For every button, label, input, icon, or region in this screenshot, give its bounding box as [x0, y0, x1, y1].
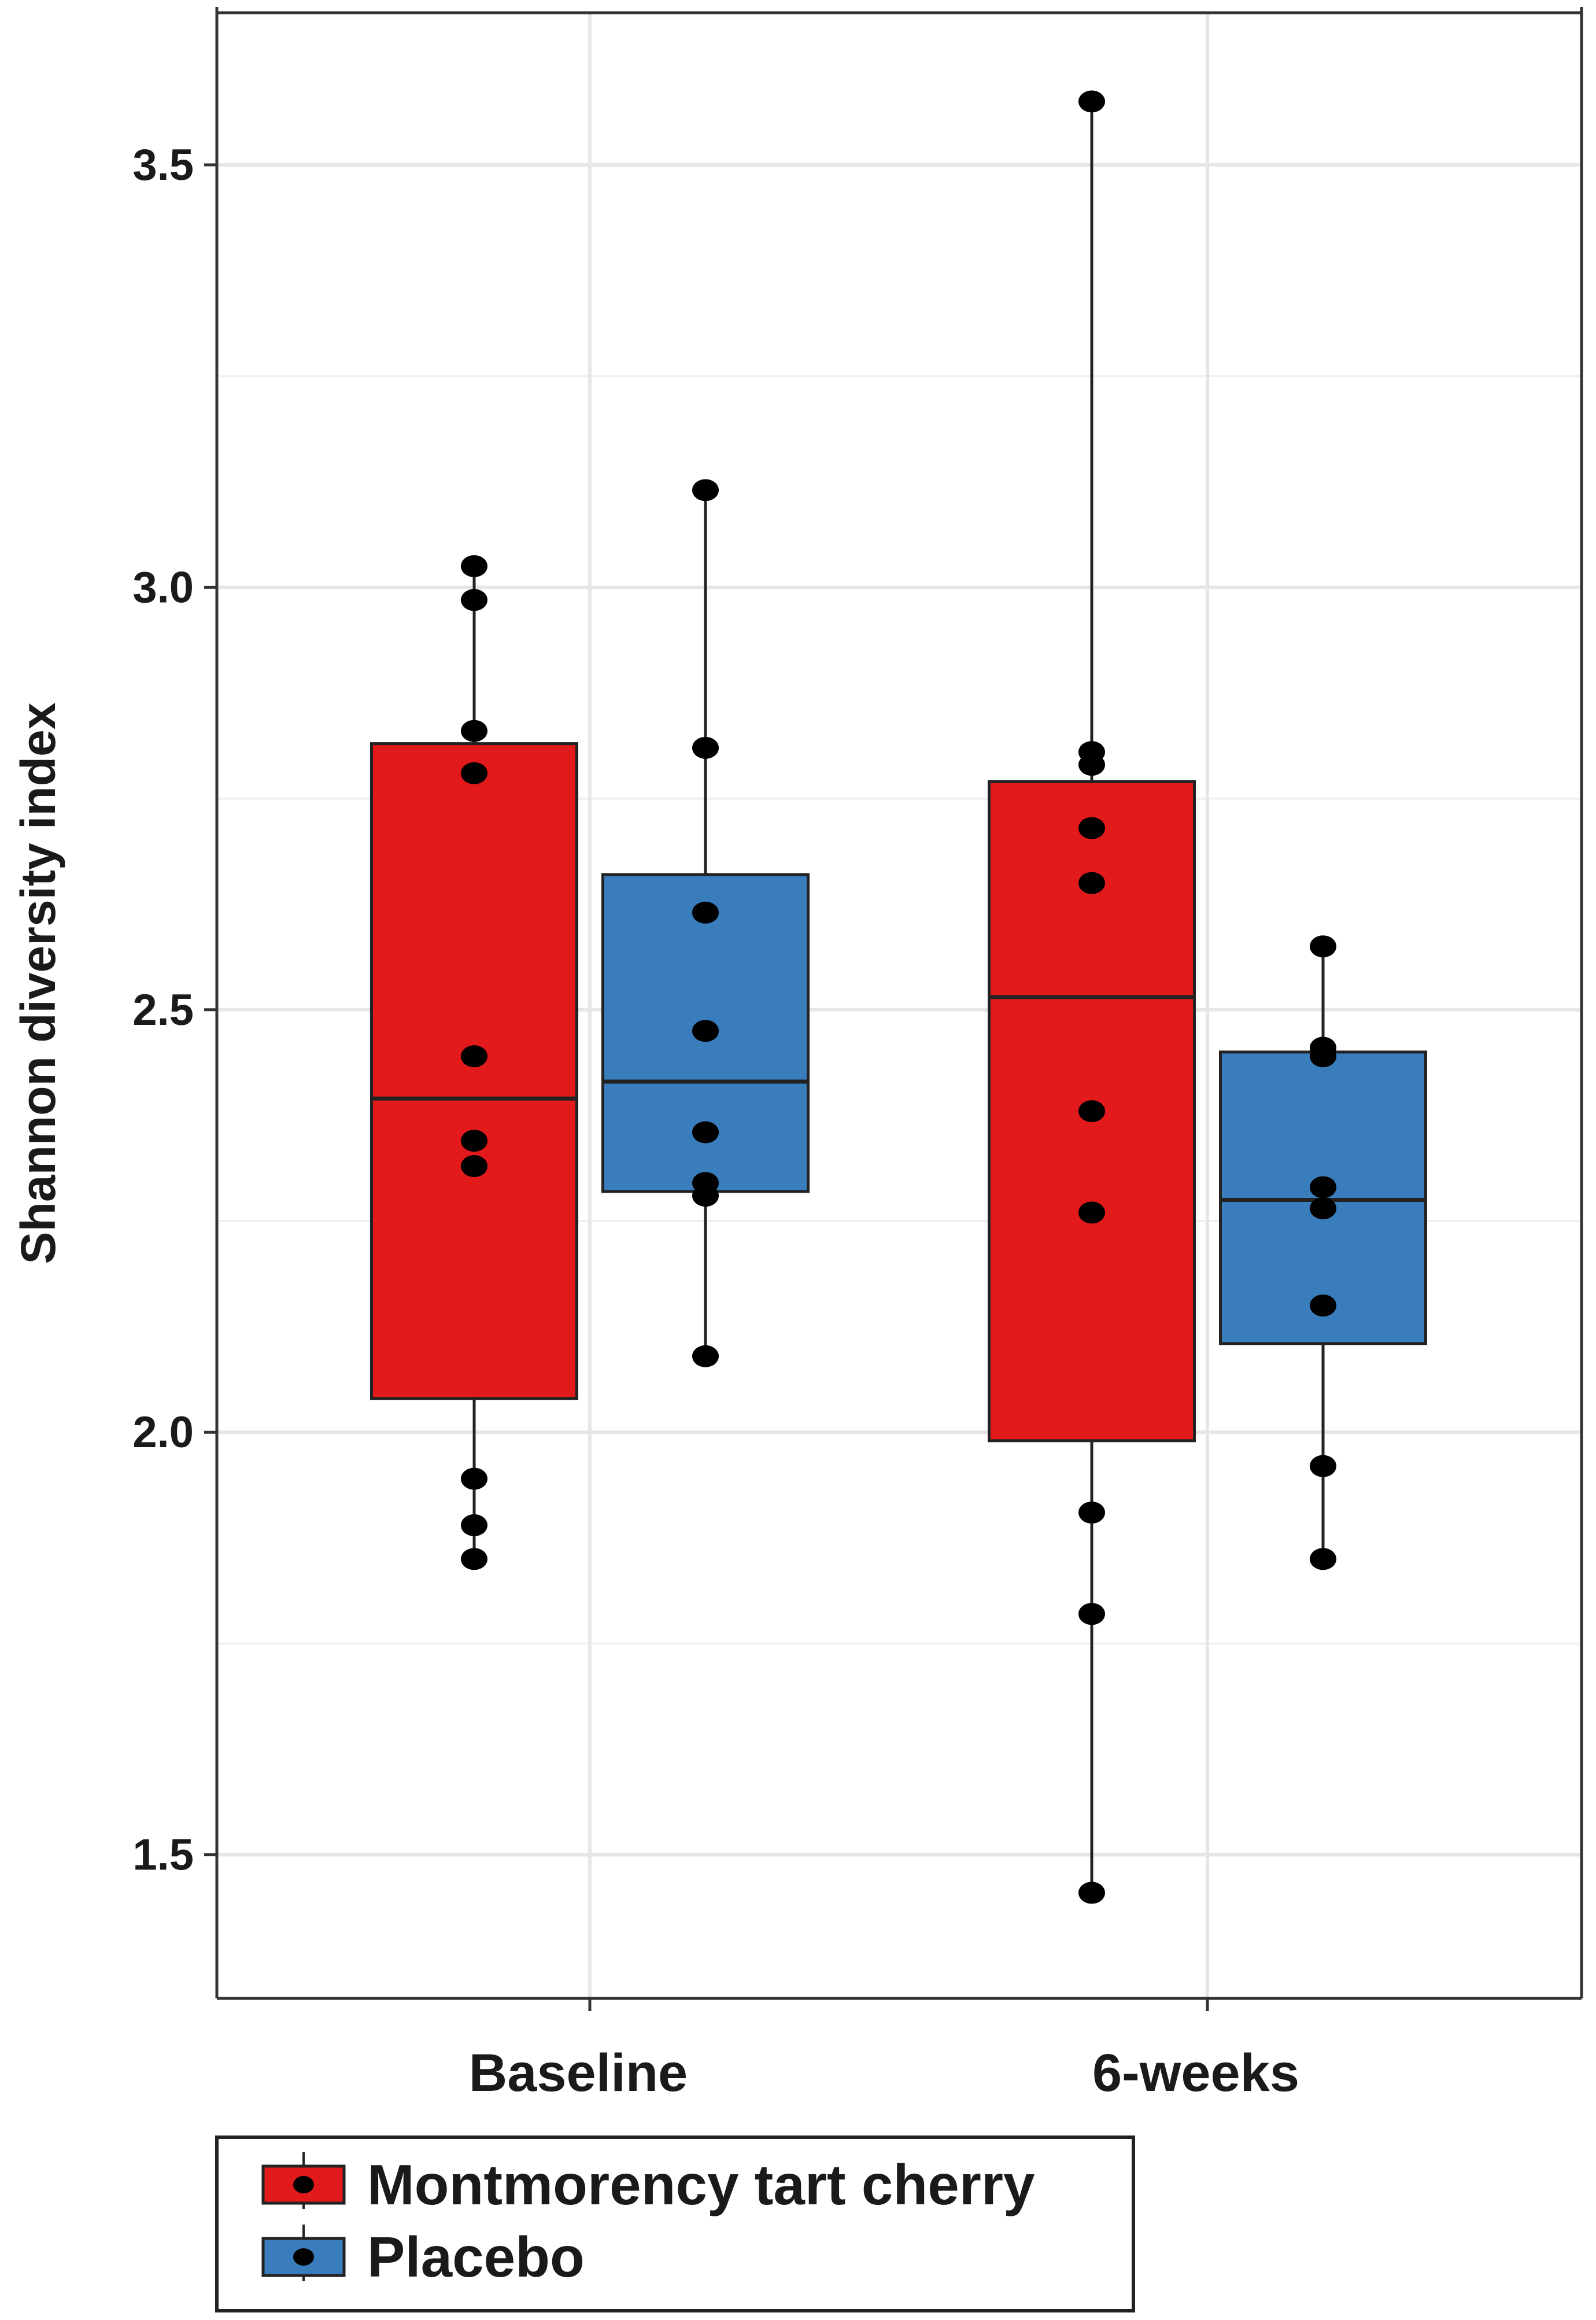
data-point: [1078, 1100, 1105, 1123]
data-point: [1310, 935, 1336, 958]
data-point: [692, 901, 719, 924]
data-point: [461, 1130, 487, 1152]
legend-key-box: [261, 2164, 346, 2205]
data-point: [1078, 90, 1105, 113]
legend-label: Montmorency tart cherry: [367, 2153, 1035, 2216]
data-point: [1310, 1197, 1336, 1220]
legend-label: Placebo: [367, 2225, 585, 2289]
data-point: [1078, 1882, 1105, 1904]
y-tick-label: 2.5: [132, 986, 194, 1035]
data-point: [1078, 872, 1105, 894]
data-point: [461, 589, 487, 611]
box-montmorency-tart-cherry-0: [370, 742, 578, 1400]
y-tick-label: 3.5: [132, 141, 194, 190]
data-point: [692, 736, 719, 759]
data-point: [461, 555, 487, 577]
x-tick-label: Baseline: [469, 2044, 688, 2103]
data-point: [461, 1045, 487, 1068]
data-point: [1310, 1045, 1336, 1068]
data-point: [692, 1345, 719, 1367]
data-point: [1078, 817, 1105, 839]
data-point: [461, 720, 487, 742]
legend: Montmorency tart cherry Placebo: [215, 2135, 1135, 2312]
legend-box: [215, 2135, 1135, 2312]
data-point: [1078, 754, 1105, 776]
data-point: [1078, 1201, 1105, 1224]
legend-key-point: [293, 2176, 314, 2193]
y-tick-label: 1.5: [132, 1831, 194, 1880]
y-tick-label: 2.0: [132, 1408, 194, 1457]
data-points: [461, 90, 1336, 1904]
data-point: [1310, 1294, 1336, 1317]
data-point: [461, 1467, 487, 1490]
data-point: [1310, 1176, 1336, 1198]
data-point: [692, 1185, 719, 1207]
y-tick-label: 3.0: [132, 563, 194, 612]
data-point: [1078, 1603, 1105, 1625]
x-tick-label: 6-weeks: [1092, 2044, 1299, 2103]
data-point: [461, 1155, 487, 1178]
data-point: [461, 1548, 487, 1570]
data-point: [461, 1514, 487, 1536]
axes: 1.5 2.0 2.5 3.0 3.5 Baseline 6-weeks: [132, 7, 1583, 2103]
legend-key-point: [293, 2248, 314, 2266]
data-point: [1310, 1548, 1336, 1570]
data-point: [692, 479, 719, 501]
data-point: [1310, 1455, 1336, 1477]
data-point: [692, 1121, 719, 1144]
data-point: [1078, 1502, 1105, 1524]
data-point: [692, 1020, 719, 1042]
data-point: [461, 762, 487, 784]
y-axis-title: Shannon diversity index: [11, 702, 65, 1264]
